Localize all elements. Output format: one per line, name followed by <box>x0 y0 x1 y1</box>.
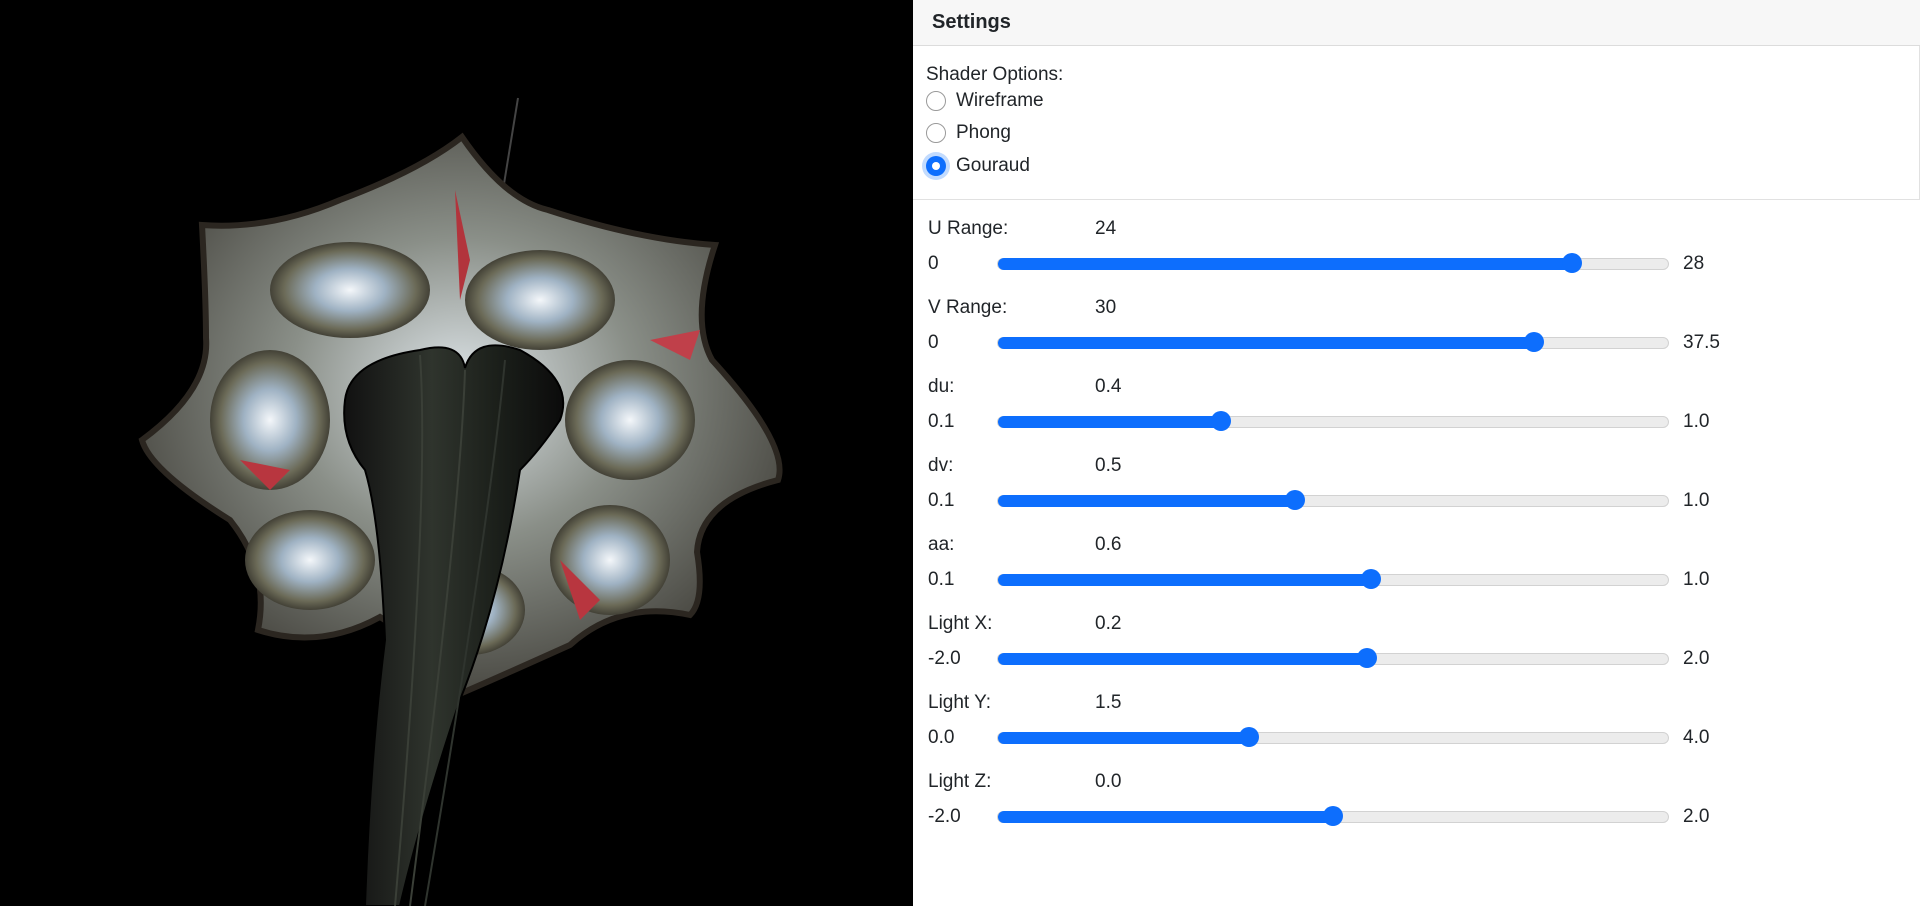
slider-max: 1.0 <box>1683 411 1710 432</box>
slider-track[interactable] <box>997 648 1669 668</box>
slider-fill <box>998 258 1572 270</box>
slider-u-range: U Range: 24 0 28 <box>913 218 1920 297</box>
slider-value: 0.4 <box>1095 376 1122 397</box>
radio-gouraud-label[interactable]: Gouraud <box>956 155 1030 176</box>
slider-fill <box>998 732 1249 744</box>
slider-light-z: Light Z: 0.0 -2.0 2.0 <box>913 771 1920 850</box>
slider-min: 0 <box>928 253 939 274</box>
radio-wireframe-label[interactable]: Wireframe <box>956 90 1044 111</box>
slider-track[interactable] <box>997 806 1669 826</box>
slider-track[interactable] <box>997 490 1669 510</box>
slider-min: 0.1 <box>928 411 955 432</box>
slider-max: 1.0 <box>1683 569 1710 590</box>
radio-wireframe-control[interactable] <box>926 91 946 111</box>
slider-value: 0.6 <box>1095 534 1122 555</box>
slider-value: 0.2 <box>1095 613 1122 634</box>
slider-thumb[interactable] <box>1357 648 1377 668</box>
slider-name: V Range: <box>928 297 1008 318</box>
slider-aa: aa: 0.6 0.1 1.0 <box>913 534 1920 613</box>
slider-value: 30 <box>1095 297 1117 318</box>
slider-thumb[interactable] <box>1323 806 1343 826</box>
slider-dv: dv: 0.5 0.1 1.0 <box>913 455 1920 534</box>
slider-track[interactable] <box>997 332 1669 352</box>
slider-name: Light Z: <box>928 771 992 792</box>
radio-gouraud-control[interactable] <box>926 156 946 176</box>
slider-min: -2.0 <box>928 806 961 827</box>
slider-max: 37.5 <box>1683 332 1720 353</box>
slider-thumb[interactable] <box>1239 727 1259 747</box>
shader-options-group: Shader Options: Wireframe Phong Gouraud <box>913 46 1920 200</box>
slider-thumb[interactable] <box>1562 253 1582 273</box>
slider-name: aa: <box>928 534 955 555</box>
slider-light-x: Light X: 0.2 -2.0 2.0 <box>913 613 1920 692</box>
slider-fill <box>998 416 1221 428</box>
settings-title: Settings <box>932 11 1011 33</box>
slider-light-y: Light Y: 1.5 0.0 4.0 <box>913 692 1920 771</box>
radio-gouraud[interactable]: Gouraud <box>926 153 1030 179</box>
slider-fill <box>998 574 1371 586</box>
slider-min: 0.1 <box>928 569 955 590</box>
settings-panel: Settings Shader Options: Wireframe Phong… <box>913 0 1920 906</box>
slider-fill <box>998 653 1367 665</box>
slider-track[interactable] <box>997 727 1669 747</box>
slider-fill <box>998 337 1534 349</box>
slider-thumb[interactable] <box>1361 569 1381 589</box>
slider-max: 2.0 <box>1683 648 1710 669</box>
3d-viewport[interactable] <box>0 0 913 906</box>
shader-options-label: Shader Options: <box>926 64 1064 85</box>
slider-max: 28 <box>1683 253 1705 274</box>
slider-name: du: <box>928 376 955 397</box>
slider-max: 4.0 <box>1683 727 1710 748</box>
radio-phong-label[interactable]: Phong <box>956 122 1011 143</box>
slider-thumb[interactable] <box>1285 490 1305 510</box>
slider-du: du: 0.4 0.1 1.0 <box>913 376 1920 455</box>
slider-track[interactable] <box>997 569 1669 589</box>
slider-min: 0 <box>928 332 939 353</box>
slider-v-range: V Range: 30 0 37.5 <box>913 297 1920 376</box>
slider-track[interactable] <box>997 253 1669 273</box>
slider-name: U Range: <box>928 218 1009 239</box>
slider-track[interactable] <box>997 411 1669 431</box>
slider-fill <box>998 811 1333 823</box>
3d-surface-render-icon <box>138 97 783 906</box>
settings-header: Settings <box>913 0 1920 46</box>
slider-thumb[interactable] <box>1211 411 1231 431</box>
slider-min: 0.0 <box>928 727 955 748</box>
slider-max: 2.0 <box>1683 806 1710 827</box>
slider-value: 24 <box>1095 218 1117 239</box>
slider-name: dv: <box>928 455 954 476</box>
slider-name: Light X: <box>928 613 993 634</box>
slider-max: 1.0 <box>1683 490 1710 511</box>
slider-value: 1.5 <box>1095 692 1122 713</box>
slider-value: 0.0 <box>1095 771 1122 792</box>
slider-min: 0.1 <box>928 490 955 511</box>
slider-thumb[interactable] <box>1524 332 1544 352</box>
slider-name: Light Y: <box>928 692 992 713</box>
slider-fill <box>998 495 1295 507</box>
slider-value: 0.5 <box>1095 455 1122 476</box>
radio-wireframe[interactable]: Wireframe <box>926 88 1044 114</box>
slider-min: -2.0 <box>928 648 961 669</box>
radio-phong-control[interactable] <box>926 123 946 143</box>
radio-phong[interactable]: Phong <box>926 120 1011 146</box>
